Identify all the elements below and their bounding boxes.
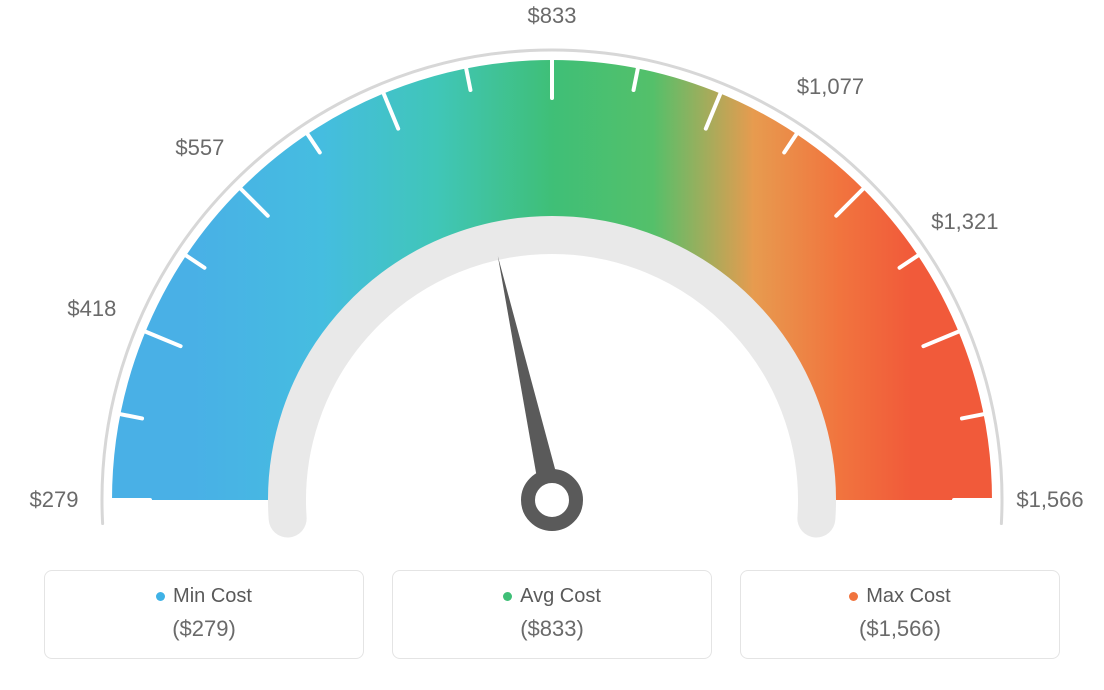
gauge-scale-label: $1,566: [1016, 487, 1083, 513]
legend-min-label: Min Cost: [173, 585, 252, 608]
legend-card-max: Max Cost ($1,566): [740, 570, 1060, 659]
legend-max-value: ($1,566): [751, 616, 1049, 642]
gauge-scale-label: $279: [30, 487, 79, 513]
dot-icon: [849, 592, 858, 601]
dot-icon: [503, 592, 512, 601]
gauge-scale-label: $418: [67, 296, 116, 322]
dot-icon: [156, 592, 165, 601]
gauge-scale-label: $833: [528, 3, 577, 29]
gauge-svg: [0, 0, 1104, 560]
gauge-scale-label: $1,321: [931, 209, 998, 235]
legend-min-value: ($279): [55, 616, 353, 642]
legend-title-max: Max Cost: [849, 585, 950, 608]
legend-row: Min Cost ($279) Avg Cost ($833) Max Cost…: [0, 570, 1104, 659]
legend-card-avg: Avg Cost ($833): [392, 570, 712, 659]
legend-title-min: Min Cost: [156, 585, 252, 608]
gauge-scale-label: $1,077: [797, 74, 864, 100]
legend-max-label: Max Cost: [866, 585, 950, 608]
legend-avg-value: ($833): [403, 616, 701, 642]
legend-card-min: Min Cost ($279): [44, 570, 364, 659]
gauge-chart: $279 $418 $557 $833 $1,077 $1,321 $1,566: [0, 0, 1104, 560]
legend-avg-label: Avg Cost: [520, 585, 601, 608]
legend-title-avg: Avg Cost: [503, 585, 601, 608]
gauge-scale-label: $557: [175, 135, 224, 161]
